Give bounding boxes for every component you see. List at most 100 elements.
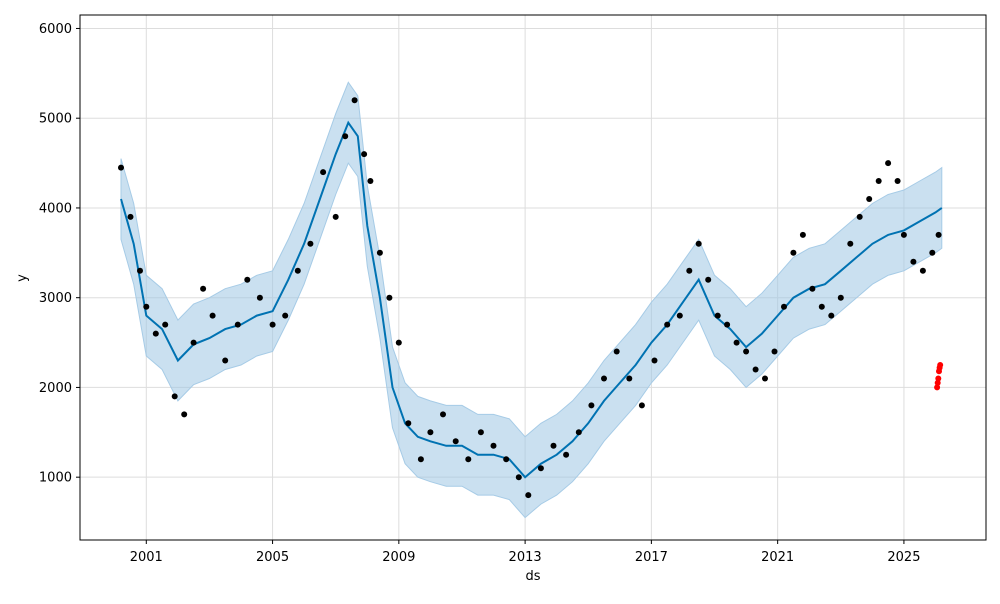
observed-point — [171, 393, 178, 400]
observed-point — [588, 402, 595, 409]
observed-point — [386, 294, 393, 301]
observed-point — [575, 429, 582, 436]
observed-point — [127, 213, 134, 220]
observed-point — [452, 438, 459, 445]
outlier-point — [935, 375, 942, 382]
plot-frame — [79, 14, 987, 541]
observed-point — [162, 321, 169, 328]
observed-point — [361, 151, 368, 158]
observed-point — [626, 375, 633, 382]
y-tick-label: 5000 — [39, 112, 72, 127]
observed-point — [837, 294, 844, 301]
observed-point — [503, 456, 510, 463]
observed-point — [376, 249, 383, 256]
x-tick-label: 2025 — [887, 550, 920, 565]
y-tick-label: 4000 — [39, 201, 72, 216]
observed-point — [935, 231, 942, 238]
observed-point — [601, 375, 607, 382]
observed-point — [771, 348, 778, 355]
observed-point — [440, 411, 446, 418]
observed-point — [664, 321, 671, 328]
observed-point — [714, 312, 721, 319]
observed-point — [828, 312, 835, 319]
observed-point — [342, 133, 349, 140]
outlier-data — [934, 362, 944, 391]
forecast-line — [120, 120, 943, 479]
observed-point — [919, 267, 926, 274]
observed-point — [118, 164, 124, 171]
observed-point — [686, 267, 693, 274]
observed-point — [752, 366, 759, 373]
observed-point — [465, 456, 472, 463]
observed-point — [351, 97, 358, 104]
observed-point — [209, 312, 216, 319]
y-axis-label: y — [15, 274, 30, 282]
observed-point — [929, 249, 936, 256]
observed-point — [477, 429, 484, 436]
observed-point — [762, 375, 768, 382]
outlier-point — [937, 362, 944, 368]
outlier-point — [934, 384, 941, 391]
observed-data — [118, 97, 942, 499]
observed-point — [866, 196, 873, 202]
observed-point — [885, 160, 892, 167]
observed-point — [894, 178, 901, 184]
y-tick-label: 3000 — [39, 291, 72, 306]
observed-point — [222, 357, 229, 364]
uncertainty-interval — [120, 81, 943, 519]
observed-point — [332, 213, 339, 220]
observed-point — [427, 429, 434, 436]
observed-point — [234, 321, 241, 328]
y-tick-label: 6000 — [39, 22, 72, 37]
observed-point — [638, 402, 645, 409]
observed-point — [910, 258, 917, 265]
x-tick-label: 2013 — [509, 550, 542, 565]
uncertainty-band — [120, 81, 943, 519]
observed-point — [525, 492, 532, 499]
observed-point — [190, 339, 197, 346]
observed-point — [256, 294, 263, 301]
outlier-point — [934, 379, 941, 386]
observed-point — [724, 321, 731, 328]
x-tick-label: 2021 — [761, 550, 794, 565]
observed-point — [856, 213, 863, 220]
observed-point — [269, 321, 276, 328]
observed-point — [320, 169, 327, 176]
observed-point — [294, 267, 301, 274]
observed-point — [367, 178, 374, 184]
observed-point — [613, 348, 620, 355]
observed-point — [405, 420, 412, 427]
observed-point — [395, 339, 402, 346]
observed-point — [799, 231, 806, 238]
observed-point — [818, 303, 825, 310]
x-axis-label: ds — [525, 569, 540, 584]
observed-point — [152, 330, 159, 337]
observed-point — [137, 267, 143, 274]
y-tick-label: 1000 — [39, 471, 72, 486]
observed-point — [743, 348, 750, 355]
observed-point — [282, 312, 289, 319]
observed-point — [875, 178, 882, 184]
y-axis-ticks: 1000 2000 3000 4000 5000 6000 — [39, 22, 80, 486]
observed-point — [515, 474, 522, 481]
observed-point — [200, 285, 207, 292]
x-axis-ticks: 2001 2005 2009 2013 2017 2021 2025 — [130, 540, 920, 565]
x-tick-label: 2005 — [256, 550, 289, 565]
observed-point — [809, 285, 816, 292]
observed-point — [244, 276, 251, 283]
observed-point — [563, 451, 570, 458]
observed-point — [900, 231, 907, 238]
observed-point — [705, 276, 712, 283]
observed-point — [847, 240, 854, 247]
observed-point — [537, 465, 544, 472]
observed-point — [695, 240, 702, 247]
observed-point — [417, 456, 424, 463]
observed-point — [781, 303, 787, 310]
forecast-trend — [120, 120, 943, 479]
observed-point — [550, 442, 557, 449]
observed-point — [676, 312, 683, 319]
x-tick-label: 2001 — [130, 550, 163, 565]
x-tick-label: 2009 — [382, 550, 415, 565]
